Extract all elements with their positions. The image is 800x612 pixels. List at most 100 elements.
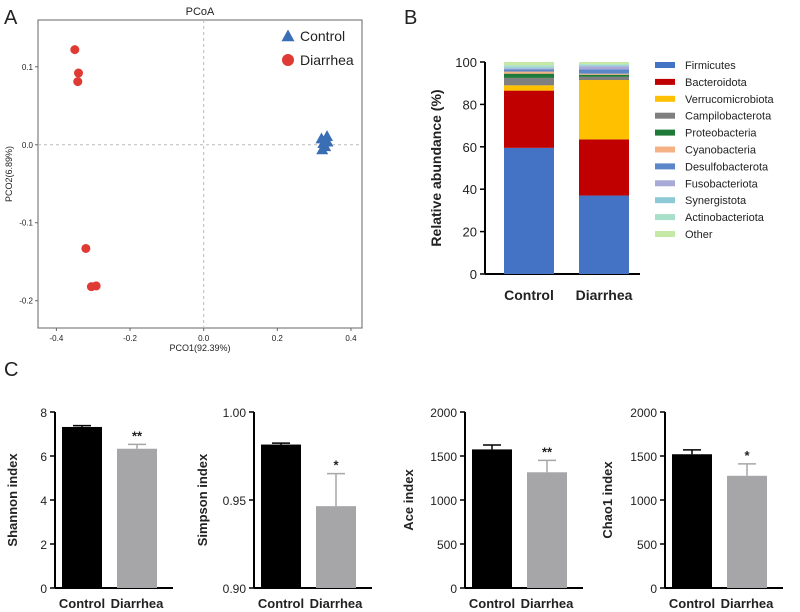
chao1-index-category-label: Diarrhea: [721, 596, 775, 611]
stacked-legend-swatch-proteobacteria: [655, 129, 675, 136]
simpson-index-y-tick-label: 0.95: [223, 494, 247, 508]
stacked-y-tick-label: 40: [463, 182, 477, 197]
stacked-legend-swatch-verrucomicrobiota: [655, 95, 675, 102]
stacked-legend-label-verrucomicrobiota: Verrucomicrobiota: [685, 94, 775, 106]
ace-chart: 0 500 1000 1500 2000 Ace index Control ** Diarrh…: [401, 406, 583, 611]
ace-index-y-tick-label: 1000: [430, 494, 457, 508]
simpson-index-category-label: Control: [258, 596, 304, 611]
ace-index-y-axis-label: Ace index: [401, 469, 416, 531]
pcoa-point-diarrhea: [73, 77, 83, 87]
panel-label-c: C: [4, 359, 18, 381]
stacked-segment-desulfobacterota: [504, 69, 554, 72]
pcoa-point-diarrhea: [70, 45, 80, 55]
stacked-segment-cyanobacteria: [579, 73, 629, 75]
stacked-segment-synergistota: [579, 65, 629, 67]
stacked-legend-swatch-fusobacteriota: [655, 180, 675, 187]
pcoa-y-tick-label: -0.1: [19, 219, 33, 228]
pcoa-x-tick-label: -0.4: [50, 334, 64, 343]
stacked-legend-label-synergistota: Synergistota: [685, 195, 747, 207]
shannon-chart: 0 2 4 6 8 Shannon index Control ** Diarrhea: [5, 406, 173, 611]
stacked-y-tick-label: 60: [463, 140, 477, 155]
shannon-index-category-label: Control: [59, 596, 105, 611]
stacked-y-axis-label: Relative abundance (%): [428, 89, 444, 246]
stacked-legend-swatch-campilobacterota: [655, 112, 675, 119]
pcoa-x-tick-label: -0.2: [123, 334, 137, 343]
ace-index-bar-control: [472, 449, 512, 588]
chao1-index-significance-diarrhea: *: [744, 448, 750, 463]
stacked-legend-swatch-bacteroidota: [655, 78, 675, 85]
ace-index-y-tick-label: 1500: [430, 450, 457, 464]
stacked-segment-fusobacteriota: [579, 66, 629, 70]
pcoa-point-diarrhea: [86, 282, 96, 292]
shannon-index-significance-diarrhea: **: [132, 428, 143, 443]
stacked-category-label: Control: [504, 287, 554, 303]
chao1-index-y-tick-label: 500: [637, 538, 657, 552]
stacked-y-tick-label: 0: [470, 267, 477, 282]
simpson-index-y-tick-label: 1.00: [223, 406, 247, 420]
pcoa-x-axis-label: PCO1(92.39%): [169, 343, 230, 353]
stacked-legend-label-firmicutes: Firmicutes: [685, 60, 736, 72]
simpson-index-significance-diarrhea: *: [333, 458, 339, 473]
ace-index-significance-diarrhea: **: [542, 444, 553, 459]
simpson-index-y-tick-label: 0.90: [223, 582, 247, 596]
stacked-category-label: Diarrhea: [576, 287, 633, 303]
pcoa-point-diarrhea: [74, 68, 83, 78]
shannon-index-y-tick-label: 8: [40, 406, 47, 420]
stacked-legend-label-bacteroidota: Bacteroidota: [685, 77, 748, 89]
stacked-segment-other: [579, 62, 629, 65]
ace-index-y-tick-label: 2000: [430, 406, 457, 420]
simpson-index-y-axis-label: Simpson index: [195, 453, 210, 546]
stacked-legend-swatch-firmicutes: [655, 62, 675, 68]
pcoa-legend-label-control: Control: [300, 28, 345, 44]
pcoa-x-tick-label: 0.2: [272, 334, 284, 343]
simpson-index-category-label: Diarrhea: [310, 596, 364, 611]
stacked-legend-label-proteobacteria: Proteobacteria: [685, 128, 757, 140]
stacked-segment-desulfobacterota: [579, 69, 629, 74]
pcoa-y-tick-label: 0.0: [22, 141, 34, 150]
stacked-legend-label-actinobacteriota: Actinobacteriota: [685, 212, 765, 224]
pcoa-point-control: [316, 143, 329, 155]
pcoa-y-tick-label: -0.2: [19, 297, 33, 306]
simpson-chart: 0.90 0.95 1.00 Simpson index Control * Diarrhe…: [195, 406, 372, 611]
stacked-legend-swatch-desulfobacterota: [655, 163, 675, 170]
pcoa-point-diarrhea: [81, 243, 91, 253]
stacked-segment-verrucomicrobiota: [579, 80, 629, 140]
chao1-index-y-tick-label: 2000: [630, 406, 657, 420]
pcoa-point-control: [321, 135, 334, 147]
stacked-legend-label-other: Other: [685, 229, 713, 241]
simpson-index-bar-diarrhea: [316, 506, 356, 588]
stacked-y-tick-label: 80: [463, 97, 477, 112]
chao1-index-category-label: Control: [669, 596, 715, 611]
stacked-legend-label-desulfobacterota: Desulfobacterota: [685, 161, 769, 173]
pcoa-point-control: [321, 130, 334, 141]
shannon-index-y-tick-label: 4: [40, 494, 47, 508]
stacked-segment-cyanobacteria: [504, 71, 554, 74]
stacked-segment-actinobacteriota: [579, 64, 629, 66]
stacked-legend-swatch-actinobacteriota: [655, 214, 675, 221]
stacked-segment-firmicutes: [504, 147, 554, 274]
shannon-index-y-tick-label: 2: [40, 538, 47, 552]
pcoa-x-tick-label: 0.4: [345, 334, 357, 343]
pcoa-y-axis-label: PCO2(6.89%): [4, 146, 14, 202]
stacked-segment-campilobacterota: [504, 77, 554, 86]
chao1-chart: 0 500 1000 1500 2000 Chao1 index Control * Diarr…: [600, 406, 783, 611]
stacked-segment-synergistota: [504, 67, 554, 69]
panel-label-b: B: [404, 7, 417, 29]
chao1-index-bar-diarrhea: [727, 475, 767, 588]
chao1-index-y-axis-label: Chao1 index: [600, 461, 615, 539]
ace-index-y-tick-label: 0: [450, 582, 457, 596]
stacked-legend-swatch-other: [655, 231, 675, 237]
stacked-segment-verrucomicrobiota: [504, 85, 554, 91]
pcoa-x-tick-label: 0.0: [198, 334, 210, 343]
pcoa-title: PCoA: [186, 6, 215, 18]
stacked-segment-other: [504, 62, 554, 66]
pcoa-legend-label-diarrhea: Diarrhea: [300, 52, 354, 68]
chao1-index-y-tick-label: 0: [650, 582, 657, 596]
ace-index-category-label: Diarrhea: [521, 596, 575, 611]
stacked-y-tick-label: 100: [455, 55, 477, 70]
simpson-index-bar-control: [261, 444, 301, 588]
pcoa-frame: [37, 19, 363, 329]
ace-index-y-tick-label: 500: [437, 538, 457, 552]
stacked-segment-proteobacteria: [504, 73, 554, 78]
